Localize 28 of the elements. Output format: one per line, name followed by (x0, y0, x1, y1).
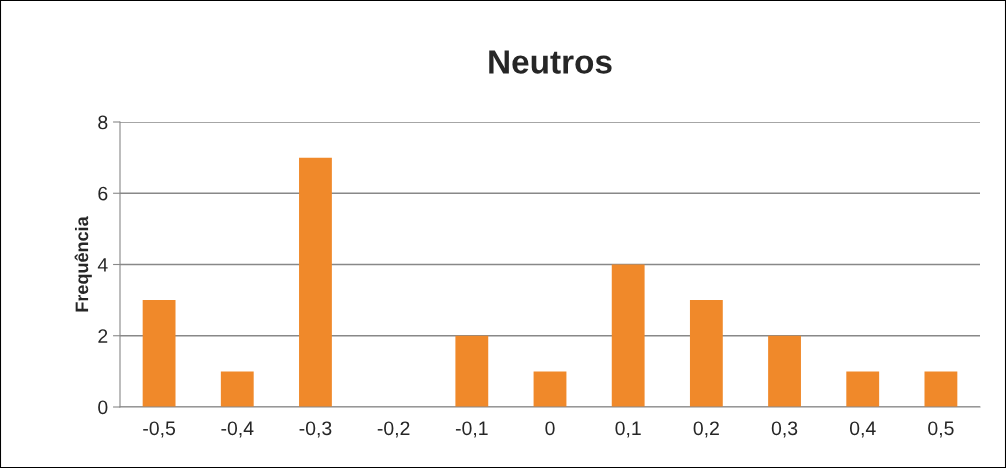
bar (768, 335, 801, 407)
x-tick-label: -0,3 (299, 421, 332, 438)
bar (924, 371, 958, 407)
x-tick-label: 0,4 (849, 421, 876, 438)
y-tick-label: 6 (98, 186, 108, 201)
x-tick-label: 0,5 (928, 421, 954, 438)
x-tick-label: -0,2 (377, 421, 410, 438)
bar (142, 300, 176, 407)
y-tick-label: 2 (98, 329, 108, 343)
bar (846, 371, 880, 407)
chart-title: Neutros (489, 50, 612, 74)
bar (689, 300, 723, 407)
x-tick-label: 0,1 (615, 421, 641, 438)
bar (455, 335, 489, 407)
y-axis-title: Frequência (74, 216, 92, 312)
x-tick-label: 0,3 (771, 421, 798, 438)
x-tick-label: 0 (545, 421, 555, 436)
y-tick-label: 4 (97, 258, 108, 272)
x-tick-label: -0,4 (221, 421, 254, 438)
y-tick-label: 8 (98, 115, 108, 130)
bar (220, 371, 254, 407)
x-tick-label: 0,2 (693, 421, 719, 438)
x-tick-label: -0,5 (143, 421, 176, 438)
y-tick-label: 0 (98, 400, 108, 415)
x-tick-label: -0,1 (455, 421, 488, 438)
bar (533, 371, 567, 407)
bar (299, 157, 332, 407)
bar (611, 264, 645, 407)
